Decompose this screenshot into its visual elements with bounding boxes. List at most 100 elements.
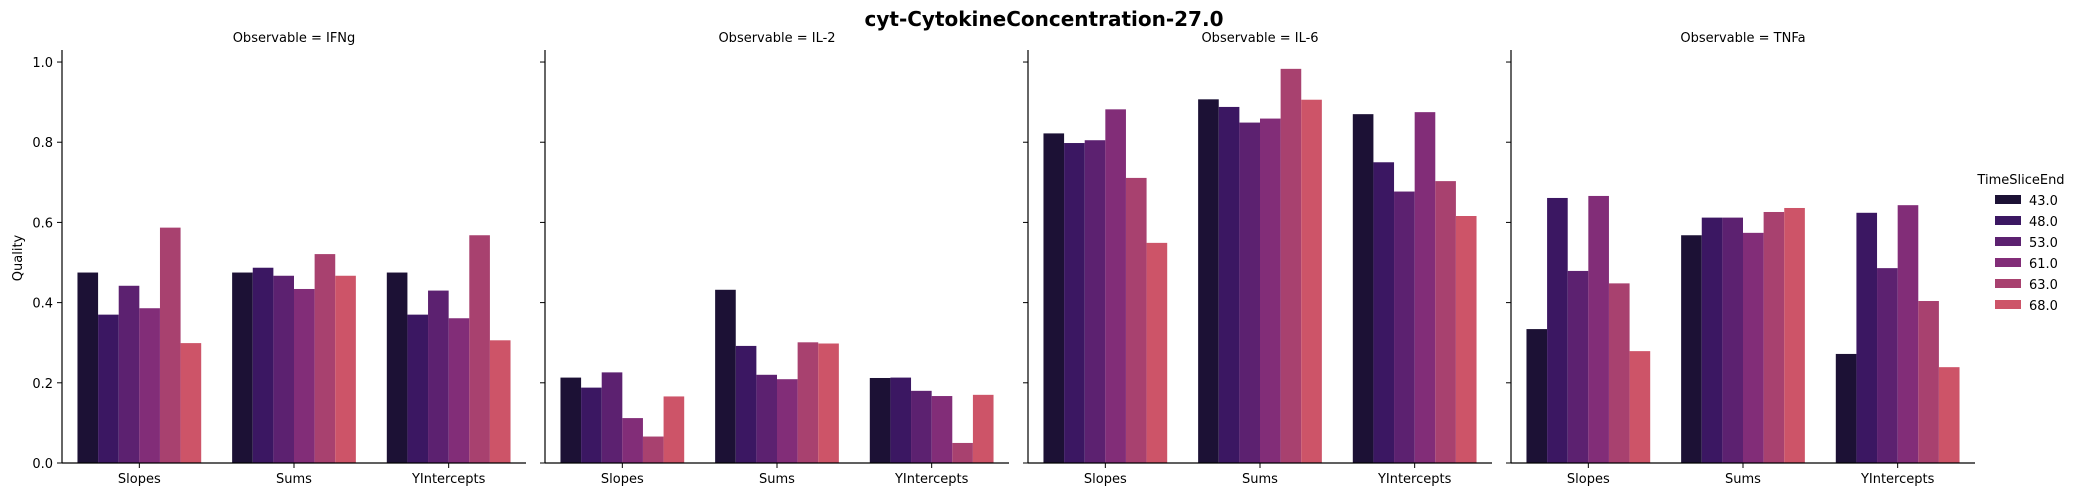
legend-label: 61.0 — [2029, 257, 2058, 272]
bar-61.0-Slopes — [1588, 195, 1609, 463]
bar-63.0-Sums — [1280, 68, 1302, 463]
bar-68.0-YIntercepts — [489, 340, 511, 463]
bar-68.0-Slopes — [180, 343, 202, 463]
bar-63.0-Slopes — [159, 227, 181, 463]
chart-panels: Observable = IFNg 0.0 0.2 0.4 0.6 0.8 1.0 Slope… — [32, 31, 1975, 487]
y-tick-label: 0.6 — [32, 216, 53, 231]
x-tick-label: Slopes — [1567, 472, 1610, 487]
bar-61.0-YIntercepts — [1414, 112, 1436, 464]
bar-53.0-Sums — [756, 374, 777, 463]
bar-68.0-Sums — [818, 343, 839, 463]
legend-label: 43.0 — [2029, 194, 2058, 209]
bar-63.0-Sums — [314, 254, 336, 463]
legend-label: 53.0 — [2029, 236, 2058, 251]
bar-61.0-YIntercepts — [1897, 205, 1919, 463]
bar-48.0-Slopes — [1064, 143, 1085, 463]
bar-63.0-Slopes — [1125, 177, 1147, 463]
bar-53.0-Sums — [1239, 122, 1260, 463]
bar-61.0-Sums — [1260, 118, 1281, 463]
bar-43.0-Slopes — [77, 272, 99, 463]
bar-68.0-Sums — [1784, 207, 1805, 463]
legend-swatch — [1995, 216, 2021, 225]
legend-swatch — [1995, 258, 2021, 267]
legend-swatch — [1995, 237, 2021, 246]
bar-63.0-Slopes — [642, 436, 664, 463]
bar-53.0-Sums — [1722, 217, 1743, 463]
legend-swatch — [1995, 279, 2021, 288]
bar-48.0-Slopes — [1547, 197, 1568, 463]
bar-61.0-Sums — [1743, 232, 1764, 463]
bar-68.0-Sums — [335, 275, 356, 463]
bar-48.0-Sums — [735, 345, 757, 463]
bar-53.0-YIntercepts — [428, 290, 449, 463]
bar-43.0-Slopes — [1526, 329, 1548, 463]
bar-63.0-YIntercepts — [1918, 301, 1939, 463]
bar-63.0-YIntercepts — [952, 442, 973, 463]
bar-48.0-YIntercepts — [890, 377, 912, 463]
x-tick-label: Slopes — [118, 472, 161, 487]
bar-53.0-YIntercepts — [1877, 268, 1898, 463]
x-tick-label: YIntercepts — [1377, 472, 1452, 487]
bar-61.0-Sums — [777, 379, 798, 463]
legend-swatch — [1995, 300, 2021, 309]
bar-61.0-Slopes — [139, 308, 160, 463]
bar-53.0-Slopes — [1567, 270, 1589, 463]
bar-43.0-YIntercepts — [1835, 353, 1857, 463]
legend: TimeSliceEnd 43.0 48.0 53.0 61.0 63.0 68.0 — [1976, 173, 2064, 314]
bar-68.0-Slopes — [1629, 351, 1651, 463]
x-tick-label: Sums — [1725, 472, 1761, 487]
legend-swatch — [1995, 195, 2021, 204]
bar-43.0-Sums — [715, 289, 736, 463]
legend-label: 63.0 — [2029, 278, 2058, 293]
y-tick-label: 0.2 — [32, 377, 53, 392]
panel-3: Observable = TNFa Slopes Sums YIntercepts — [1506, 31, 1975, 487]
bar-68.0-YIntercepts — [972, 394, 994, 463]
legend-label: 68.0 — [2029, 299, 2058, 314]
bar-61.0-YIntercepts — [931, 396, 953, 463]
bar-53.0-Slopes — [118, 285, 140, 463]
panel-title: Observable = IL-2 — [718, 31, 835, 46]
bar-63.0-Sums — [1763, 211, 1785, 463]
x-tick-label: Sums — [759, 472, 795, 487]
bar-48.0-Slopes — [98, 314, 119, 463]
bar-48.0-Slopes — [581, 387, 602, 463]
panel-1: Observable = IL-2 Slopes Sums YIntercepts — [540, 31, 1009, 487]
bar-53.0-YIntercepts — [911, 390, 932, 463]
bar-43.0-Slopes — [1043, 133, 1065, 463]
y-tick-label: 0.4 — [32, 297, 53, 312]
x-tick-label: Sums — [1242, 472, 1278, 487]
bar-48.0-YIntercepts — [1856, 212, 1878, 463]
bar-63.0-YIntercepts — [469, 235, 490, 463]
bar-63.0-Sums — [797, 342, 819, 463]
bar-43.0-Sums — [1681, 235, 1702, 463]
bar-43.0-Sums — [232, 272, 253, 463]
bar-68.0-YIntercepts — [1455, 216, 1477, 463]
x-tick-label: Slopes — [601, 472, 644, 487]
bar-48.0-Sums — [1218, 106, 1240, 463]
bar-53.0-Slopes — [1084, 140, 1106, 463]
bar-68.0-Slopes — [1146, 242, 1168, 463]
bar-53.0-Sums — [273, 275, 294, 463]
bar-48.0-YIntercepts — [407, 314, 429, 463]
bar-63.0-YIntercepts — [1435, 181, 1456, 463]
chart-title: cyt-CytokineConcentration-27.0 — [864, 7, 1223, 31]
legend-label: 48.0 — [2029, 215, 2058, 230]
y-tick-label: 0.0 — [32, 457, 53, 472]
panel-title: Observable = IFNg — [233, 31, 356, 46]
bar-48.0-Sums — [252, 267, 274, 463]
y-tick-label: 1.0 — [32, 56, 53, 71]
legend-title: TimeSliceEnd — [1976, 173, 2064, 188]
panel-2: Observable = IL-6 Slopes Sums YIntercepts — [1023, 31, 1492, 487]
bar-63.0-Slopes — [1608, 283, 1630, 463]
bar-53.0-YIntercepts — [1394, 191, 1415, 464]
bar-43.0-YIntercepts — [869, 377, 891, 463]
y-tick-label: 0.8 — [32, 136, 53, 151]
bar-61.0-Slopes — [1105, 109, 1126, 463]
panel-title: Observable = TNFa — [1680, 31, 1805, 46]
x-tick-label: Slopes — [1084, 472, 1127, 487]
bar-43.0-YIntercepts — [386, 272, 408, 463]
bar-68.0-Sums — [1301, 99, 1322, 463]
bar-61.0-Sums — [294, 288, 315, 463]
bar-48.0-Sums — [1701, 217, 1723, 463]
